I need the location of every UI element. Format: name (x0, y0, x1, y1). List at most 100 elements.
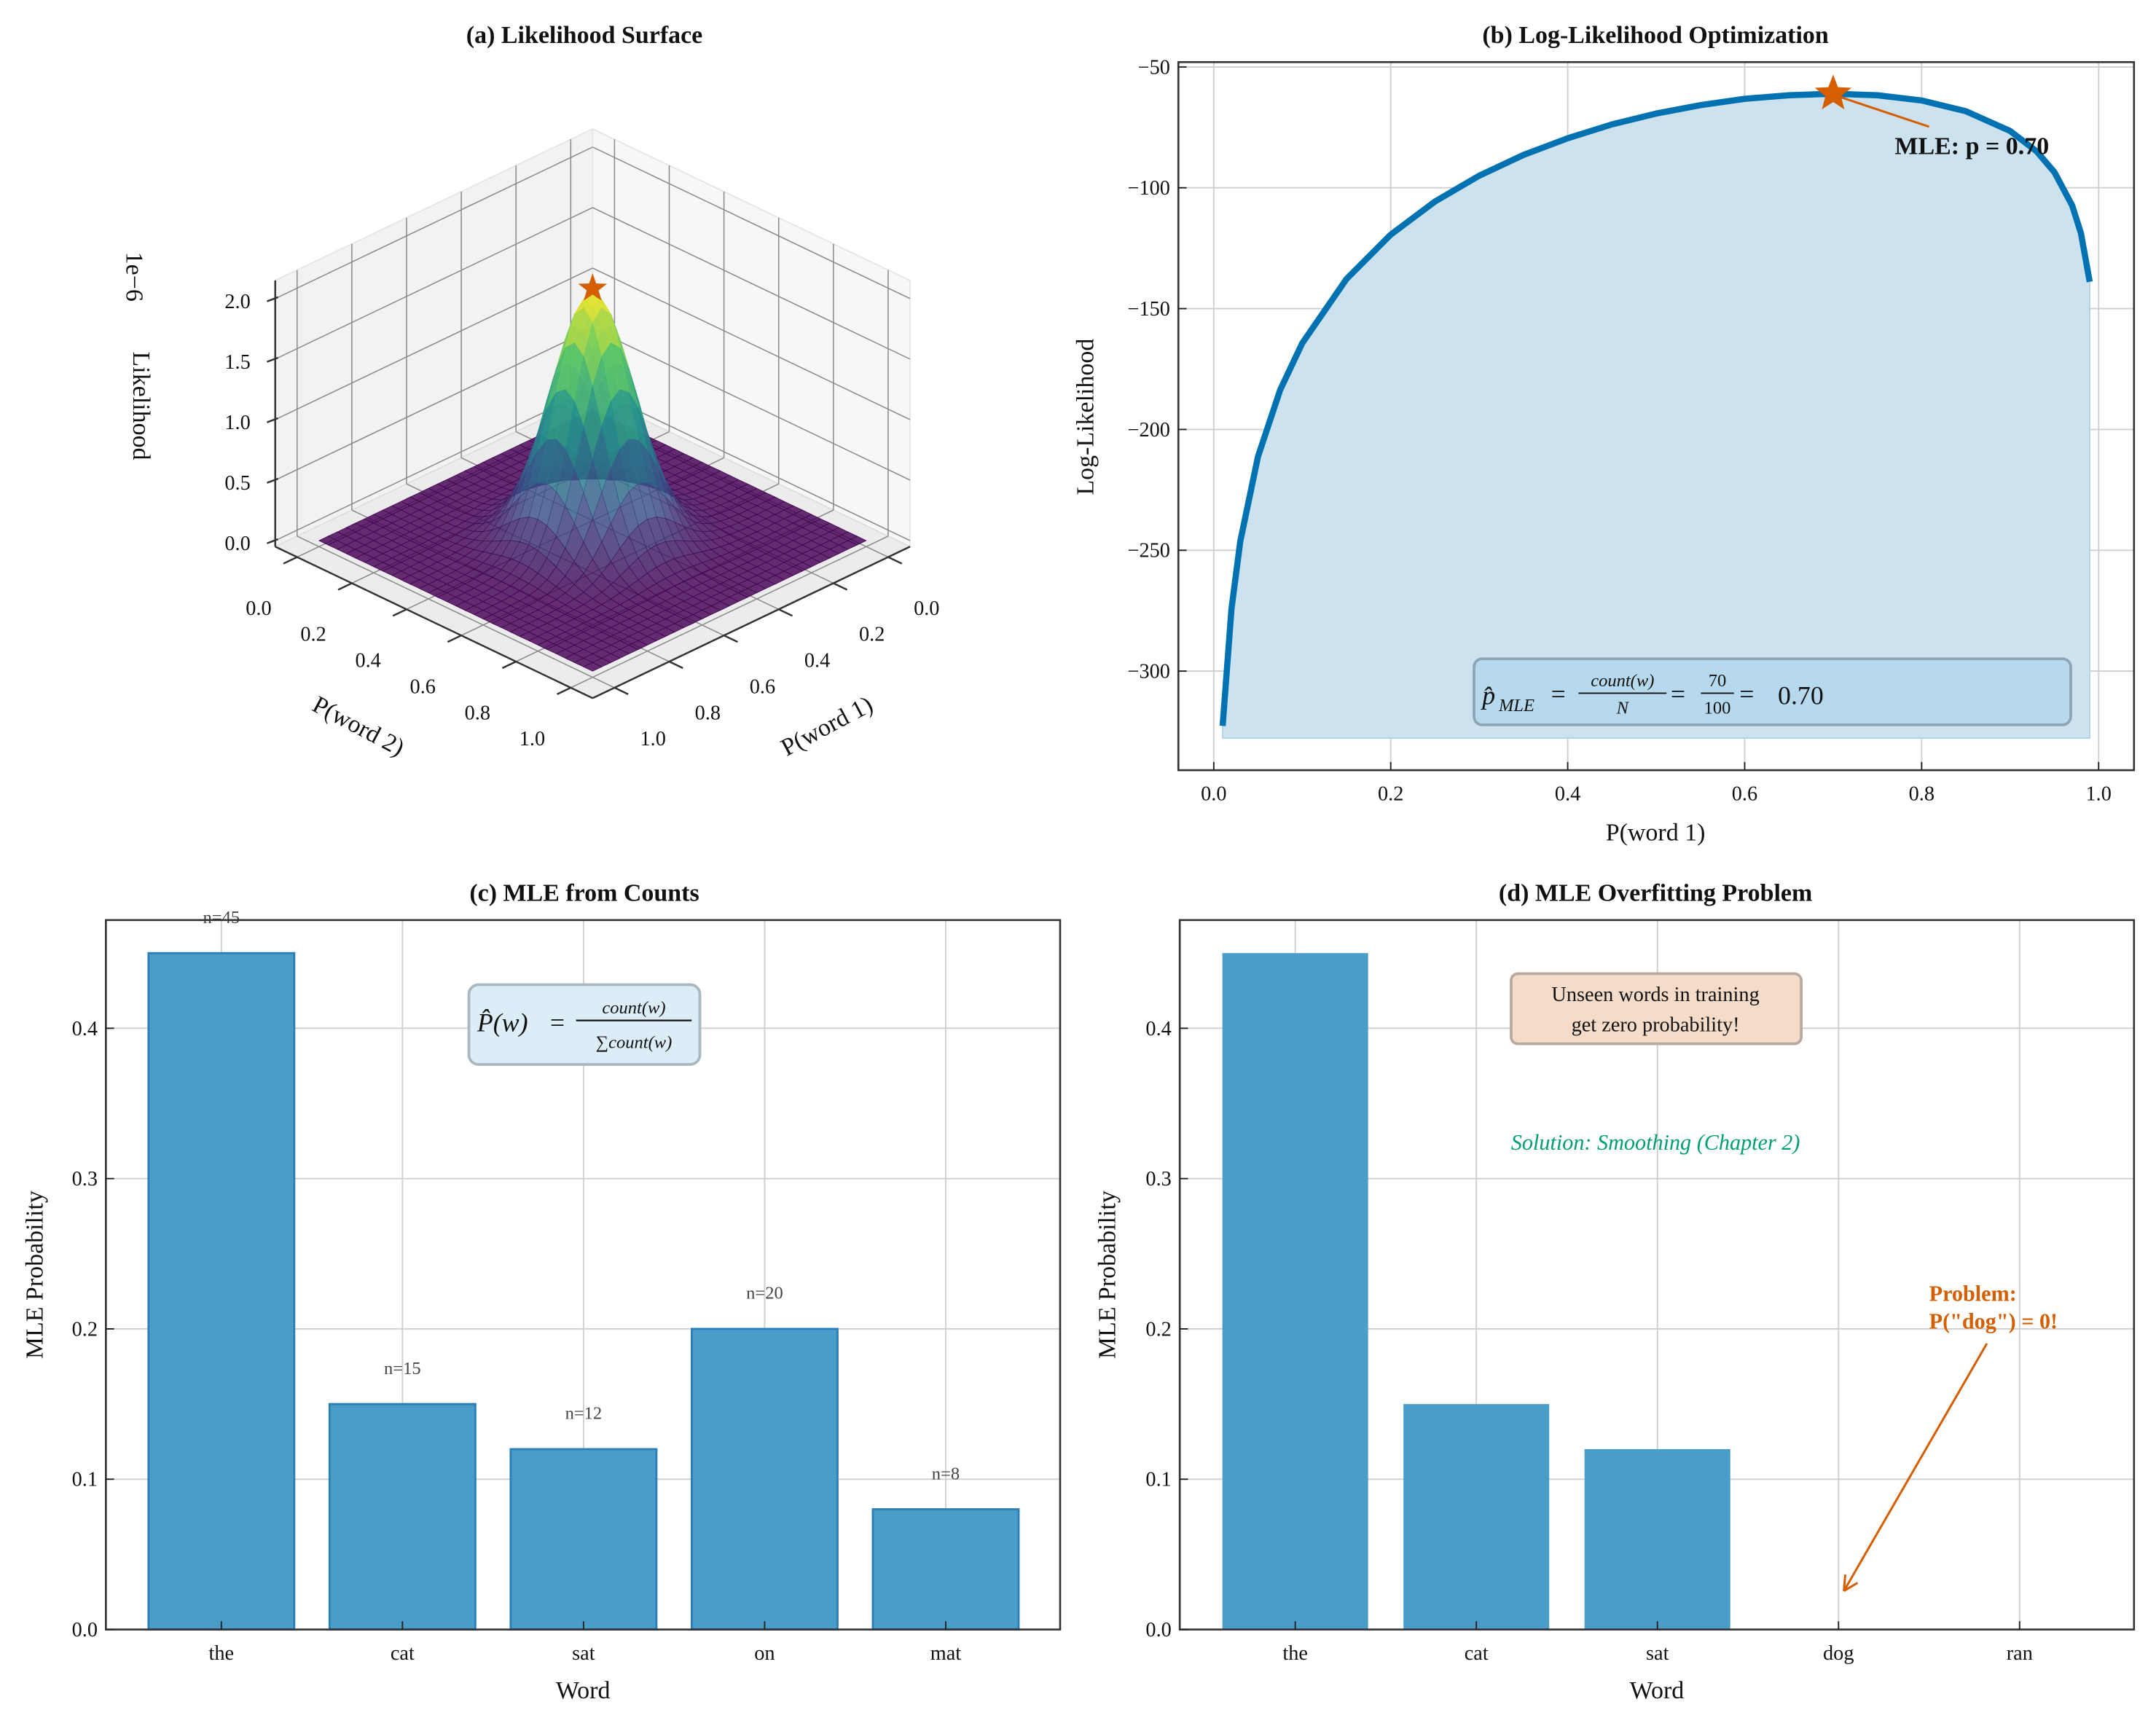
formula-box: P̂(w) = count(w) ∑count(w) (467, 983, 702, 1066)
z-tick (266, 538, 278, 544)
warning-note: Unseen words in training get zero probab… (1510, 972, 1803, 1046)
arrow-line (1843, 1343, 1988, 1592)
mle-star-marker (1814, 74, 1852, 110)
x-tick-label: 1.0 (2086, 783, 2112, 806)
bar-data-label: n=8 (932, 1464, 960, 1483)
x-tick (724, 635, 738, 643)
panel-c-title: (c) MLE from Counts (469, 879, 699, 906)
y-tick (556, 686, 571, 695)
panel-a-title: (a) Likelihood Surface (466, 22, 702, 49)
grid-line (592, 207, 911, 360)
grid-line (570, 536, 889, 689)
peak-star-marker (578, 273, 608, 301)
x-tick-label: on (754, 1642, 775, 1665)
y-tick (283, 556, 298, 565)
formula-box: p̂ MLE = count(w) N = 70 100 = 0.70 (1473, 657, 2072, 726)
y-tick-label: −50 (1138, 56, 1170, 79)
y-axis-label: MLE Probability (1094, 1190, 1121, 1359)
mle-label: MLE: p = 0.70 (1894, 133, 2049, 160)
grid-line (275, 267, 593, 420)
y-tick-label: −200 (1128, 419, 1170, 442)
solution-text: Solution: Smoothing (Chapter 2) (1511, 1130, 1800, 1155)
z-tick (266, 356, 278, 363)
y-tick-label: 0.8 (465, 702, 490, 724)
y-tick-label: 0.4 (355, 650, 380, 672)
grid-line (592, 267, 911, 420)
x-tick-label: the (209, 1642, 235, 1665)
y-tick (337, 582, 353, 591)
formula-lhs: p̂ (1480, 681, 1495, 710)
formula-den1: N (1616, 699, 1630, 718)
y-axis-label: P(word 2) (308, 691, 409, 761)
z-axis-label: Likelihood (128, 352, 154, 460)
ticks: the cat sat dog ran 0.0 0.1 0.2 0.3 0.4 (1145, 1018, 2032, 1665)
panel-b-title: (b) Log-Likelihood Optimization (1482, 22, 1829, 49)
bar-the (1222, 953, 1368, 1630)
warning-note-bg (1510, 972, 1803, 1046)
formula-num2: 70 (1709, 671, 1727, 691)
x-tick (668, 660, 683, 670)
ticks: 0.0 0.2 0.4 0.6 0.8 1.0 −50 −100 −150 −200 −250 −30… (1128, 56, 2112, 805)
formula-den2: 100 (1704, 699, 1731, 718)
formula-eq: = (1671, 680, 1685, 709)
x-tick-label: 1.0 (640, 728, 666, 750)
z-tick (266, 417, 278, 423)
z-tick-label: 1.5 (224, 351, 250, 374)
x-tick (833, 582, 848, 591)
bar-data-label: n=12 (565, 1404, 603, 1424)
bars: n=45 n=15 n=12 n=20 n=8 (147, 908, 1020, 1631)
grid-line (297, 536, 615, 689)
panel-d-overfitting: (d) MLE Overfitting Problem the cat sat dog… (1094, 879, 2136, 1704)
bar-the (147, 952, 296, 1631)
x-tick-label: cat (1465, 1642, 1489, 1665)
x-tick-label: 0.2 (1378, 783, 1403, 806)
x-axis-label: P(word 1) (1606, 819, 1706, 846)
formula-num1: count(w) (1591, 671, 1654, 691)
formula-lhs: P̂(w) (477, 1008, 528, 1037)
surface-patch (583, 662, 603, 672)
y-axis-label: Log-Likelihood (1072, 339, 1099, 495)
y-tick-label: 0.0 (72, 1619, 98, 1641)
y-tick-label: 0.1 (1145, 1469, 1171, 1491)
x-tick-label: dog (1823, 1642, 1854, 1665)
problem-text-line: P("dog") = 0! (1929, 1309, 2058, 1333)
formula-result: 0.70 (1778, 681, 1824, 710)
formula-box-bg (467, 983, 702, 1066)
z-tick-label: 0.5 (224, 472, 250, 495)
y-axis-label: MLE Probability (22, 1190, 49, 1359)
y-tick-label: −300 (1128, 661, 1170, 683)
z-tick-label: 1.0 (224, 412, 250, 434)
formula-num: count(w) (602, 998, 665, 1018)
formula-subscript: MLE (1498, 696, 1534, 715)
panel-c-mle-counts: (c) MLE from Counts n=45n=15n=12n=20n=8 … (22, 879, 1062, 1704)
formula-eq: = (550, 1008, 565, 1037)
y-tick-label: −150 (1128, 298, 1170, 321)
y-tick-label: −250 (1128, 540, 1170, 562)
y-tick-label: −100 (1128, 177, 1170, 200)
z-tick (266, 477, 278, 484)
grid-line (275, 328, 593, 481)
x-tick-label: 0.0 (1201, 783, 1226, 806)
x-axis-label: Word (556, 1677, 611, 1704)
x-tick-label: 0.6 (1732, 783, 1757, 806)
formula-eq: = (1551, 680, 1566, 709)
x-tick-label: 0.8 (695, 702, 721, 724)
z-tick (266, 296, 278, 302)
x-tick-label: ran (2007, 1642, 2033, 1665)
x-axis-label: P(word 1) (777, 691, 877, 761)
y-tick (447, 635, 462, 643)
bars (1222, 953, 1730, 1630)
bar-data-label: n=20 (746, 1284, 783, 1303)
y-tick-label: 0.3 (1145, 1168, 1171, 1190)
bar-data-label: n=15 (384, 1359, 421, 1378)
y-tick (501, 660, 517, 670)
formula-eq: = (1739, 680, 1754, 709)
area-fill (1222, 93, 2091, 739)
grid-line (592, 146, 911, 299)
x-tick-label: 0.8 (1909, 783, 1934, 806)
x-tick-label: the (1282, 1642, 1308, 1665)
z-tick-label: 0.0 (224, 533, 250, 555)
panel-b-log-likelihood: (b) Log-Likelihood Optimization 0.0 0.2 0.… (1072, 22, 2136, 846)
x-axis-line (592, 546, 911, 699)
